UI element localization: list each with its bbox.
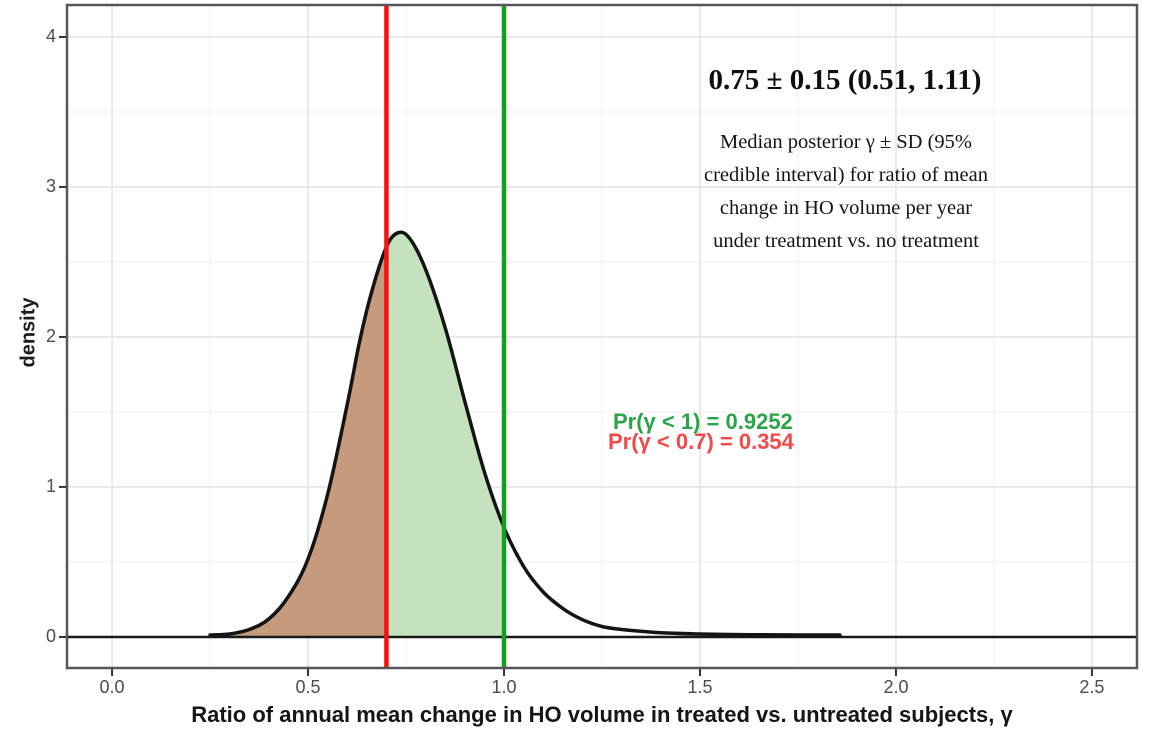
y-tick-label: 1 [45,475,56,496]
probability-note-gamma-lt-0.7: Pr(γ < 0.7) = 0.354 [608,429,794,454]
y-tick-label: 2 [45,325,56,346]
x-tick-label: 0.0 [99,677,125,697]
panel-border [65,3,1139,670]
x-tick-label: 1.0 [491,677,517,697]
x-tick-label: 1.5 [687,677,713,697]
y-tick-label: 4 [45,25,56,46]
y-tick-label: 0 [45,625,56,646]
shaded-region-0 [210,246,387,637]
y-axis-title: density [17,297,40,368]
probability-note-gamma-lt-1: Pr(γ < 1) = 0.9252 [613,409,793,434]
posterior-density-curve [208,230,842,637]
shaded-region-1 [386,232,505,637]
y-tick-label: 3 [45,175,56,196]
posterior-summary-description: Median posterior γ ± SD (95% credible in… [703,131,989,252]
x-axis-title: Ratio of annual mean change in HO volume… [191,702,1013,727]
x-tick-label: 2.0 [883,677,909,697]
x-tick-label: 0.5 [295,677,321,697]
posterior-summary-headline: 0.75 ± 0.15 (0.51, 1.11) [708,64,982,96]
x-tick-label: 2.5 [1079,677,1105,697]
